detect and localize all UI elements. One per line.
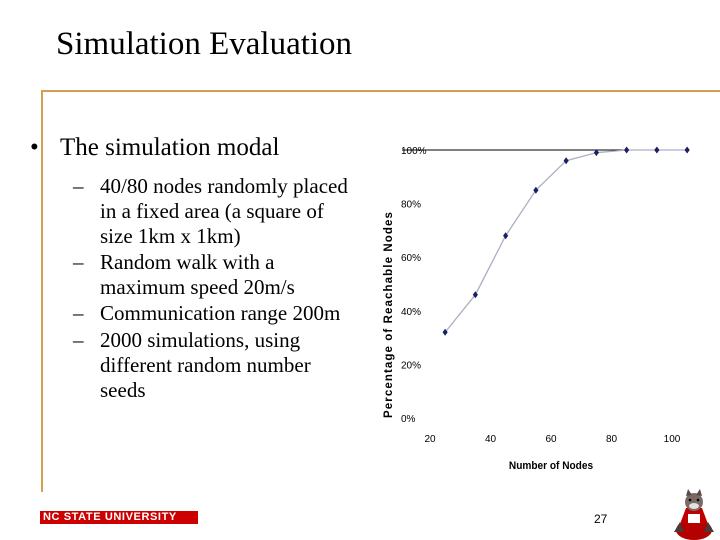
- sub-bullet-text: 40/80 nodes randomly placed in a fixed a…: [100, 173, 348, 248]
- sub-bullet-text: Communication range 200m: [100, 301, 341, 326]
- x-tick-label: 60: [545, 434, 557, 445]
- y-tick-label: 20%: [401, 360, 421, 371]
- data-point: [472, 291, 478, 299]
- y-axis-label: Percentage of Reachable Nodes: [383, 211, 395, 418]
- data-point: [442, 328, 448, 336]
- y-tick-label: 60%: [401, 253, 421, 264]
- y-axis-ticks: 0% 20% 40% 60% 80% 100%: [401, 146, 427, 425]
- y-tick-label: 80%: [401, 200, 421, 211]
- bullet-text: The simulation modal: [60, 134, 280, 161]
- sub-bullet-text: Random walk with a maximum speed 20m/s: [100, 250, 295, 300]
- data-point: [684, 146, 690, 154]
- divider-vertical: [41, 90, 43, 492]
- sub-bullet-item: – 2000 simulations, using different rand…: [73, 328, 360, 404]
- data-point: [563, 157, 569, 165]
- x-axis-label: Number of Nodes: [509, 460, 593, 472]
- bullet-item: • The simulation modal: [30, 134, 360, 162]
- y-tick-label: 100%: [401, 146, 427, 157]
- x-axis-ticks: 20 40 60 80 100: [424, 434, 680, 445]
- x-tick-label: 100: [664, 434, 681, 445]
- bullet-dot-icon: •: [30, 134, 39, 161]
- data-point: [503, 232, 509, 240]
- plot-area: [402, 146, 690, 336]
- bullet-list: • The simulation modal – 40/80 nodes ran…: [30, 134, 360, 404]
- slide-title: Simulation Evaluation: [56, 26, 353, 62]
- data-point: [654, 146, 660, 154]
- divider-horizontal: [41, 90, 720, 92]
- data-point: [533, 186, 539, 194]
- sub-bullet-list: – 40/80 nodes randomly placed in a fixed…: [73, 174, 360, 404]
- page-number: 27: [594, 512, 608, 526]
- y-tick-label: 0%: [401, 414, 416, 425]
- wolf-mascot-icon: [674, 489, 714, 540]
- dash-icon: –: [73, 327, 84, 352]
- sub-bullet-text: 2000 simulations, using different random…: [100, 327, 311, 402]
- sub-bullet-item: – 40/80 nodes randomly placed in a fixed…: [73, 174, 360, 250]
- university-logo: NC STATE UNIVERSITY: [40, 511, 198, 524]
- data-point: [624, 146, 630, 154]
- sub-bullet-item: – Random walk with a maximum speed 20m/s: [73, 250, 360, 300]
- x-tick-label: 40: [485, 434, 497, 445]
- x-tick-label: 80: [606, 434, 618, 445]
- x-tick-label: 20: [424, 434, 436, 445]
- data-point: [593, 149, 599, 157]
- y-tick-label: 40%: [401, 307, 421, 318]
- dash-icon: –: [73, 301, 84, 326]
- dash-icon: –: [73, 250, 84, 275]
- sub-bullet-item: – Communication range 200m: [73, 301, 360, 326]
- dash-icon: –: [73, 173, 84, 198]
- series-line: [444, 149, 688, 333]
